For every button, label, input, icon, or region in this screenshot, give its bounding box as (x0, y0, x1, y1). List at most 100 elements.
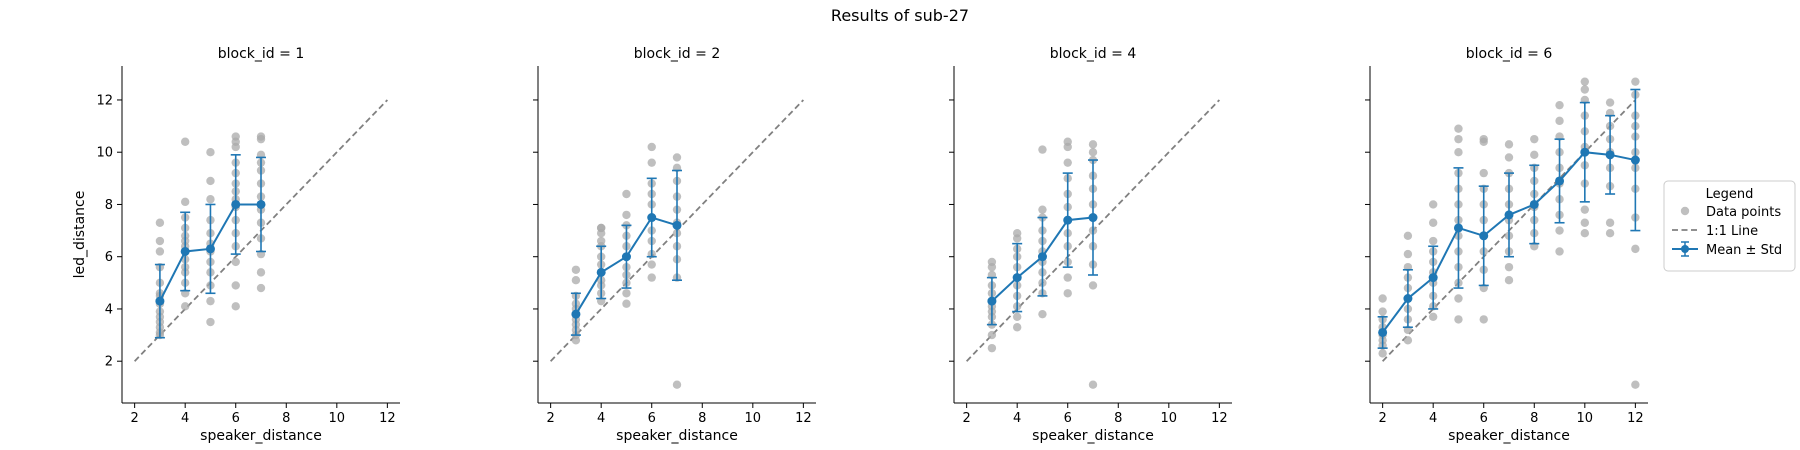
mean-marker (1012, 273, 1022, 283)
data-point (1403, 336, 1413, 345)
data-point (622, 189, 631, 199)
x-tick-label: 8 (1530, 411, 1538, 426)
data-point (1504, 153, 1514, 162)
data-point (1378, 307, 1387, 316)
data-point (1555, 116, 1564, 126)
data-point (647, 273, 656, 282)
data-point (1428, 200, 1438, 209)
panel-title: block_id = 6 (1466, 46, 1553, 62)
data-point (206, 195, 215, 204)
data-point (1530, 150, 1539, 160)
data-point (1038, 145, 1047, 154)
mean-marker (1479, 231, 1489, 241)
data-point (1580, 205, 1590, 214)
panel-1: block_id = 1 2 4 6 8 10 12 2 4 6 8 10 12 speaker_dist… (72, 46, 400, 444)
x-tick-label: 4 (597, 411, 605, 426)
legend-label: Data points (1706, 205, 1781, 220)
y-tick-label: 10 (96, 146, 113, 161)
x-tick-label: 8 (1114, 411, 1122, 426)
mean-marker (672, 220, 682, 230)
mean-marker (155, 296, 165, 306)
y-tick-label: 12 (96, 93, 113, 108)
mean-marker (571, 309, 581, 319)
x-tick-label: 10 (745, 411, 762, 426)
data-point (1378, 349, 1387, 358)
mean-marker (1529, 199, 1539, 209)
data-point (1063, 289, 1072, 298)
x-tick-label: 2 (546, 411, 554, 426)
data-point (622, 289, 631, 298)
mean-marker (231, 199, 241, 209)
panel-2: block_id = 2 2 4 6 8 10 12 speaker_distance (533, 46, 816, 444)
y-tick-label: 2 (105, 355, 113, 370)
data-point (155, 218, 165, 227)
x-tick-label: 2 (130, 411, 138, 426)
legend-label: Mean ± Std (1706, 243, 1782, 258)
data-point (1063, 137, 1072, 146)
data-point (1504, 262, 1514, 272)
panel-4: block_id = 6 2 4 6 8 10 12 speaker_distance (1365, 46, 1648, 444)
mean-marker (1428, 273, 1438, 283)
data-point (231, 281, 240, 290)
mean-marker (1453, 223, 1463, 233)
y-tick-label: 8 (105, 198, 113, 213)
data-point (1580, 85, 1590, 94)
x-axis-label: speaker_distance (1032, 428, 1154, 444)
data-point (1428, 236, 1438, 246)
x-axis-label: speaker_distance (200, 428, 322, 444)
data-point (1479, 315, 1488, 324)
mean-marker (1063, 215, 1073, 225)
mean-marker (621, 252, 631, 262)
data-point (1555, 247, 1564, 256)
data-point (1454, 148, 1463, 157)
data-point (1428, 312, 1438, 321)
data-point (672, 380, 682, 389)
x-tick-label: 10 (1577, 411, 1594, 426)
mean-marker (180, 246, 190, 256)
mean-marker (256, 199, 266, 209)
data-point (1454, 294, 1463, 303)
data-point (1403, 249, 1413, 259)
legend-marker-mean-dot (1681, 245, 1689, 253)
data-point (672, 153, 682, 162)
data-point (622, 299, 631, 308)
x-tick-label: 4 (1429, 411, 1437, 426)
legend-title: Legend (1706, 187, 1754, 202)
data-point (1605, 98, 1615, 107)
data-point (180, 302, 190, 311)
data-point (1479, 134, 1488, 144)
panels: block_id = 1 2 4 6 8 10 12 2 4 6 8 10 12 speaker_dist… (72, 46, 1648, 444)
panel-title: block_id = 4 (1050, 46, 1137, 62)
x-tick-label: 8 (282, 411, 290, 426)
x-tick-label: 12 (1627, 411, 1644, 426)
data-point (1063, 273, 1072, 282)
mean-marker (1580, 147, 1590, 157)
data-point (206, 148, 215, 157)
data-point (1012, 323, 1022, 332)
data-point (180, 197, 190, 207)
mean-marker (647, 213, 657, 223)
data-point (1088, 140, 1098, 149)
x-tick-label: 6 (232, 411, 240, 426)
data-point (596, 236, 606, 246)
mean-marker (1504, 210, 1514, 220)
data-point (571, 265, 581, 274)
data-point (155, 236, 165, 246)
mean-marker (1403, 294, 1413, 304)
x-tick-label: 12 (795, 411, 812, 426)
data-point (571, 276, 581, 285)
data-point (1631, 244, 1640, 254)
data-point (256, 283, 266, 293)
panel-title: block_id = 2 (634, 46, 720, 62)
panel-title: block_id = 1 (218, 46, 304, 62)
mean-marker (1378, 327, 1388, 337)
data-point (1631, 77, 1640, 86)
data-point (1012, 312, 1022, 321)
data-point (1088, 148, 1098, 157)
y-tick-label: 6 (105, 250, 113, 265)
mean-marker (987, 296, 997, 306)
y-tick-label: 4 (105, 302, 113, 317)
data-point (1504, 276, 1514, 285)
data-point (256, 268, 266, 277)
